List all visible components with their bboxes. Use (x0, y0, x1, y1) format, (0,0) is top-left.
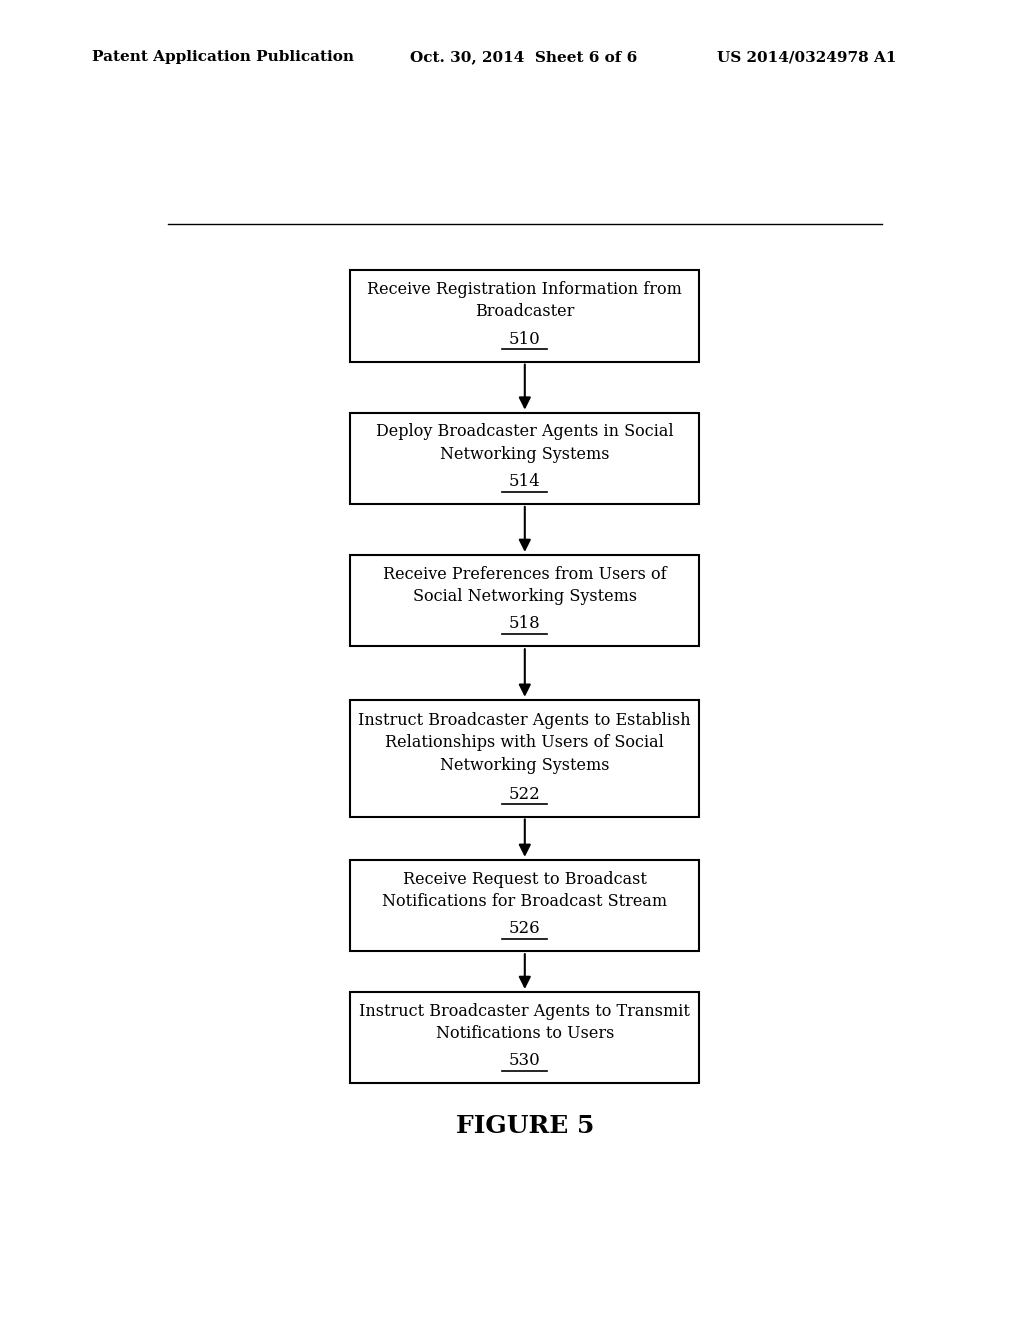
Text: 510: 510 (509, 331, 541, 347)
Text: 522: 522 (509, 785, 541, 803)
Text: Instruct Broadcaster Agents to Establish
Relationships with Users of Social
Netw: Instruct Broadcaster Agents to Establish… (358, 711, 691, 774)
Text: Instruct Broadcaster Agents to Transmit
Notifications to Users: Instruct Broadcaster Agents to Transmit … (359, 1003, 690, 1041)
FancyBboxPatch shape (350, 554, 699, 647)
Text: 530: 530 (509, 1052, 541, 1069)
Text: 514: 514 (509, 473, 541, 490)
Text: 526: 526 (509, 920, 541, 937)
Text: Oct. 30, 2014  Sheet 6 of 6: Oct. 30, 2014 Sheet 6 of 6 (410, 50, 637, 65)
Text: 518: 518 (509, 615, 541, 632)
Text: Deploy Broadcaster Agents in Social
Networking Systems: Deploy Broadcaster Agents in Social Netw… (376, 424, 674, 462)
Text: Patent Application Publication: Patent Application Publication (92, 50, 354, 65)
FancyBboxPatch shape (350, 700, 699, 817)
Text: FIGURE 5: FIGURE 5 (456, 1114, 594, 1138)
FancyBboxPatch shape (350, 271, 699, 362)
Text: Receive Registration Information from
Broadcaster: Receive Registration Information from Br… (368, 281, 682, 321)
Text: Receive Request to Broadcast
Notifications for Broadcast Stream: Receive Request to Broadcast Notificatio… (382, 871, 668, 909)
FancyBboxPatch shape (350, 413, 699, 504)
Text: US 2014/0324978 A1: US 2014/0324978 A1 (717, 50, 896, 65)
Text: Receive Preferences from Users of
Social Networking Systems: Receive Preferences from Users of Social… (383, 566, 667, 605)
FancyBboxPatch shape (350, 991, 699, 1084)
FancyBboxPatch shape (350, 859, 699, 952)
